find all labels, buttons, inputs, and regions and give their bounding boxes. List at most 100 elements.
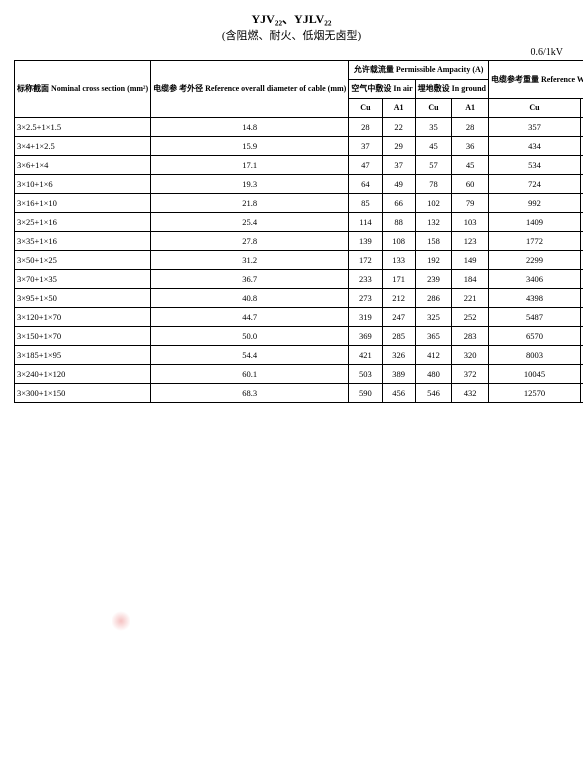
cell: 6570 [489, 327, 581, 346]
cell: 3×120+1×70 [15, 308, 151, 327]
cell: 64 [349, 175, 382, 194]
cell: 149 [452, 251, 489, 270]
cell: 21.8 [151, 194, 349, 213]
cell: 724 [489, 175, 581, 194]
cell: 3×4+1×2.5 [15, 137, 151, 156]
hdr-cu: Cu [415, 99, 452, 118]
cell: 57 [415, 156, 452, 175]
cell: 133 [382, 251, 415, 270]
voltage-label: 0.6/1kV [14, 47, 563, 58]
cell: 54.4 [151, 346, 349, 365]
cell: 3×6+1×4 [15, 156, 151, 175]
table-row: 3×35+1×1627.813910815812317721008 [15, 232, 583, 251]
table-row: 3×150+1×7050.036928536528365703324 [15, 327, 583, 346]
cell: 5487 [489, 308, 581, 327]
cell: 19.3 [151, 175, 349, 194]
cell: 114 [349, 213, 382, 232]
table-row: 3×120+1×7044.731924732525254872776 [15, 308, 583, 327]
cell: 172 [349, 251, 382, 270]
cell: 40.8 [151, 289, 349, 308]
table-row: 3×300+1×15068.3590456546432125705927 [15, 384, 583, 403]
cell: 171 [382, 270, 415, 289]
tables-container: 标称截面 Nominal cross section (mm²) 电缆参 考外径… [14, 60, 569, 744]
cell: 357 [489, 118, 581, 137]
cell: 45 [415, 137, 452, 156]
hdr-cu: Cu [489, 99, 581, 118]
cell: 158 [415, 232, 452, 251]
cell: 546 [415, 384, 452, 403]
cell: 3×16+1×10 [15, 194, 151, 213]
cell: 3×50+1×25 [15, 251, 151, 270]
left-cable-table: 标称截面 Nominal cross section (mm²) 电缆参 考外径… [14, 60, 583, 403]
cell: 132 [415, 213, 452, 232]
cell: 412 [415, 346, 452, 365]
table-row: 3×16+1×1021.8856610279992626 [15, 194, 583, 213]
cell: 319 [349, 308, 382, 327]
cell: 503 [349, 365, 382, 384]
cell: 247 [382, 308, 415, 327]
cell: 421 [349, 346, 382, 365]
cell: 103 [452, 213, 489, 232]
cell: 25.4 [151, 213, 349, 232]
table-row: 3×4+1×2.515.937294536434343 [15, 137, 583, 156]
cell: 3406 [489, 270, 581, 289]
cell: 372 [452, 365, 489, 384]
cell: 60.1 [151, 365, 349, 384]
cell: 17.1 [151, 156, 349, 175]
hdr-weight: 电缆参考重量 Reference Weight of cable (kg/km) [489, 61, 583, 99]
cell: 3×2.5+1×1.5 [15, 118, 151, 137]
cell: 49 [382, 175, 415, 194]
cell: 27.8 [151, 232, 349, 251]
cell: 212 [382, 289, 415, 308]
cell: 15.9 [151, 137, 349, 156]
cell: 184 [452, 270, 489, 289]
cell: 192 [415, 251, 452, 270]
hdr-al: A1 [382, 99, 415, 118]
cell: 369 [349, 327, 382, 346]
cell: 3×70+1×35 [15, 270, 151, 289]
cell: 36 [452, 137, 489, 156]
cell: 434 [489, 137, 581, 156]
table-row: 3×10+1×619.364497860724498 [15, 175, 583, 194]
table-row: 3×50+1×2531.217213319214922991213 [15, 251, 583, 270]
cell: 3×10+1×6 [15, 175, 151, 194]
cell: 50.0 [151, 327, 349, 346]
hdr-al: A1 [452, 99, 489, 118]
table-row: 3×2.5+1×1.514.828223528357300 [15, 118, 583, 137]
cell: 22 [382, 118, 415, 137]
cell: 60 [452, 175, 489, 194]
hdr-diameter: 电缆参 考外径 Reference overall diameter of ca… [151, 61, 349, 118]
cell: 123 [452, 232, 489, 251]
cell: 44.7 [151, 308, 349, 327]
table-row: 3×95+1×5040.827321228622143982315 [15, 289, 583, 308]
cell: 286 [415, 289, 452, 308]
cell: 3×240+1×120 [15, 365, 151, 384]
cell: 37 [349, 137, 382, 156]
cell: 88 [382, 213, 415, 232]
cell: 78 [415, 175, 452, 194]
cell: 8003 [489, 346, 581, 365]
cell: 10045 [489, 365, 581, 384]
cell: 326 [382, 346, 415, 365]
hdr-section: 标称截面 Nominal cross section (mm²) [15, 61, 151, 118]
cell: 37 [382, 156, 415, 175]
doc-subtitle: (含阻燃、耐火、低烟无卤型) [14, 27, 569, 43]
cell: 233 [349, 270, 382, 289]
cell: 29 [382, 137, 415, 156]
cell: 273 [349, 289, 382, 308]
cell: 2299 [489, 251, 581, 270]
cell: 3×35+1×16 [15, 232, 151, 251]
cell: 14.8 [151, 118, 349, 137]
hdr-ampacity: 允许载流量 Permissible Ampacity (A) [349, 61, 489, 80]
cell: 1772 [489, 232, 581, 251]
cell: 12570 [489, 384, 581, 403]
cell: 139 [349, 232, 382, 251]
cell: 79 [452, 194, 489, 213]
hdr-inground: 埋地敷设 In ground [415, 80, 488, 99]
cell: 28 [349, 118, 382, 137]
cell: 36.7 [151, 270, 349, 289]
cell: 480 [415, 365, 452, 384]
hdr-inair: 空气中敷设 In air [349, 80, 415, 99]
cell: 108 [382, 232, 415, 251]
cell: 45 [452, 156, 489, 175]
